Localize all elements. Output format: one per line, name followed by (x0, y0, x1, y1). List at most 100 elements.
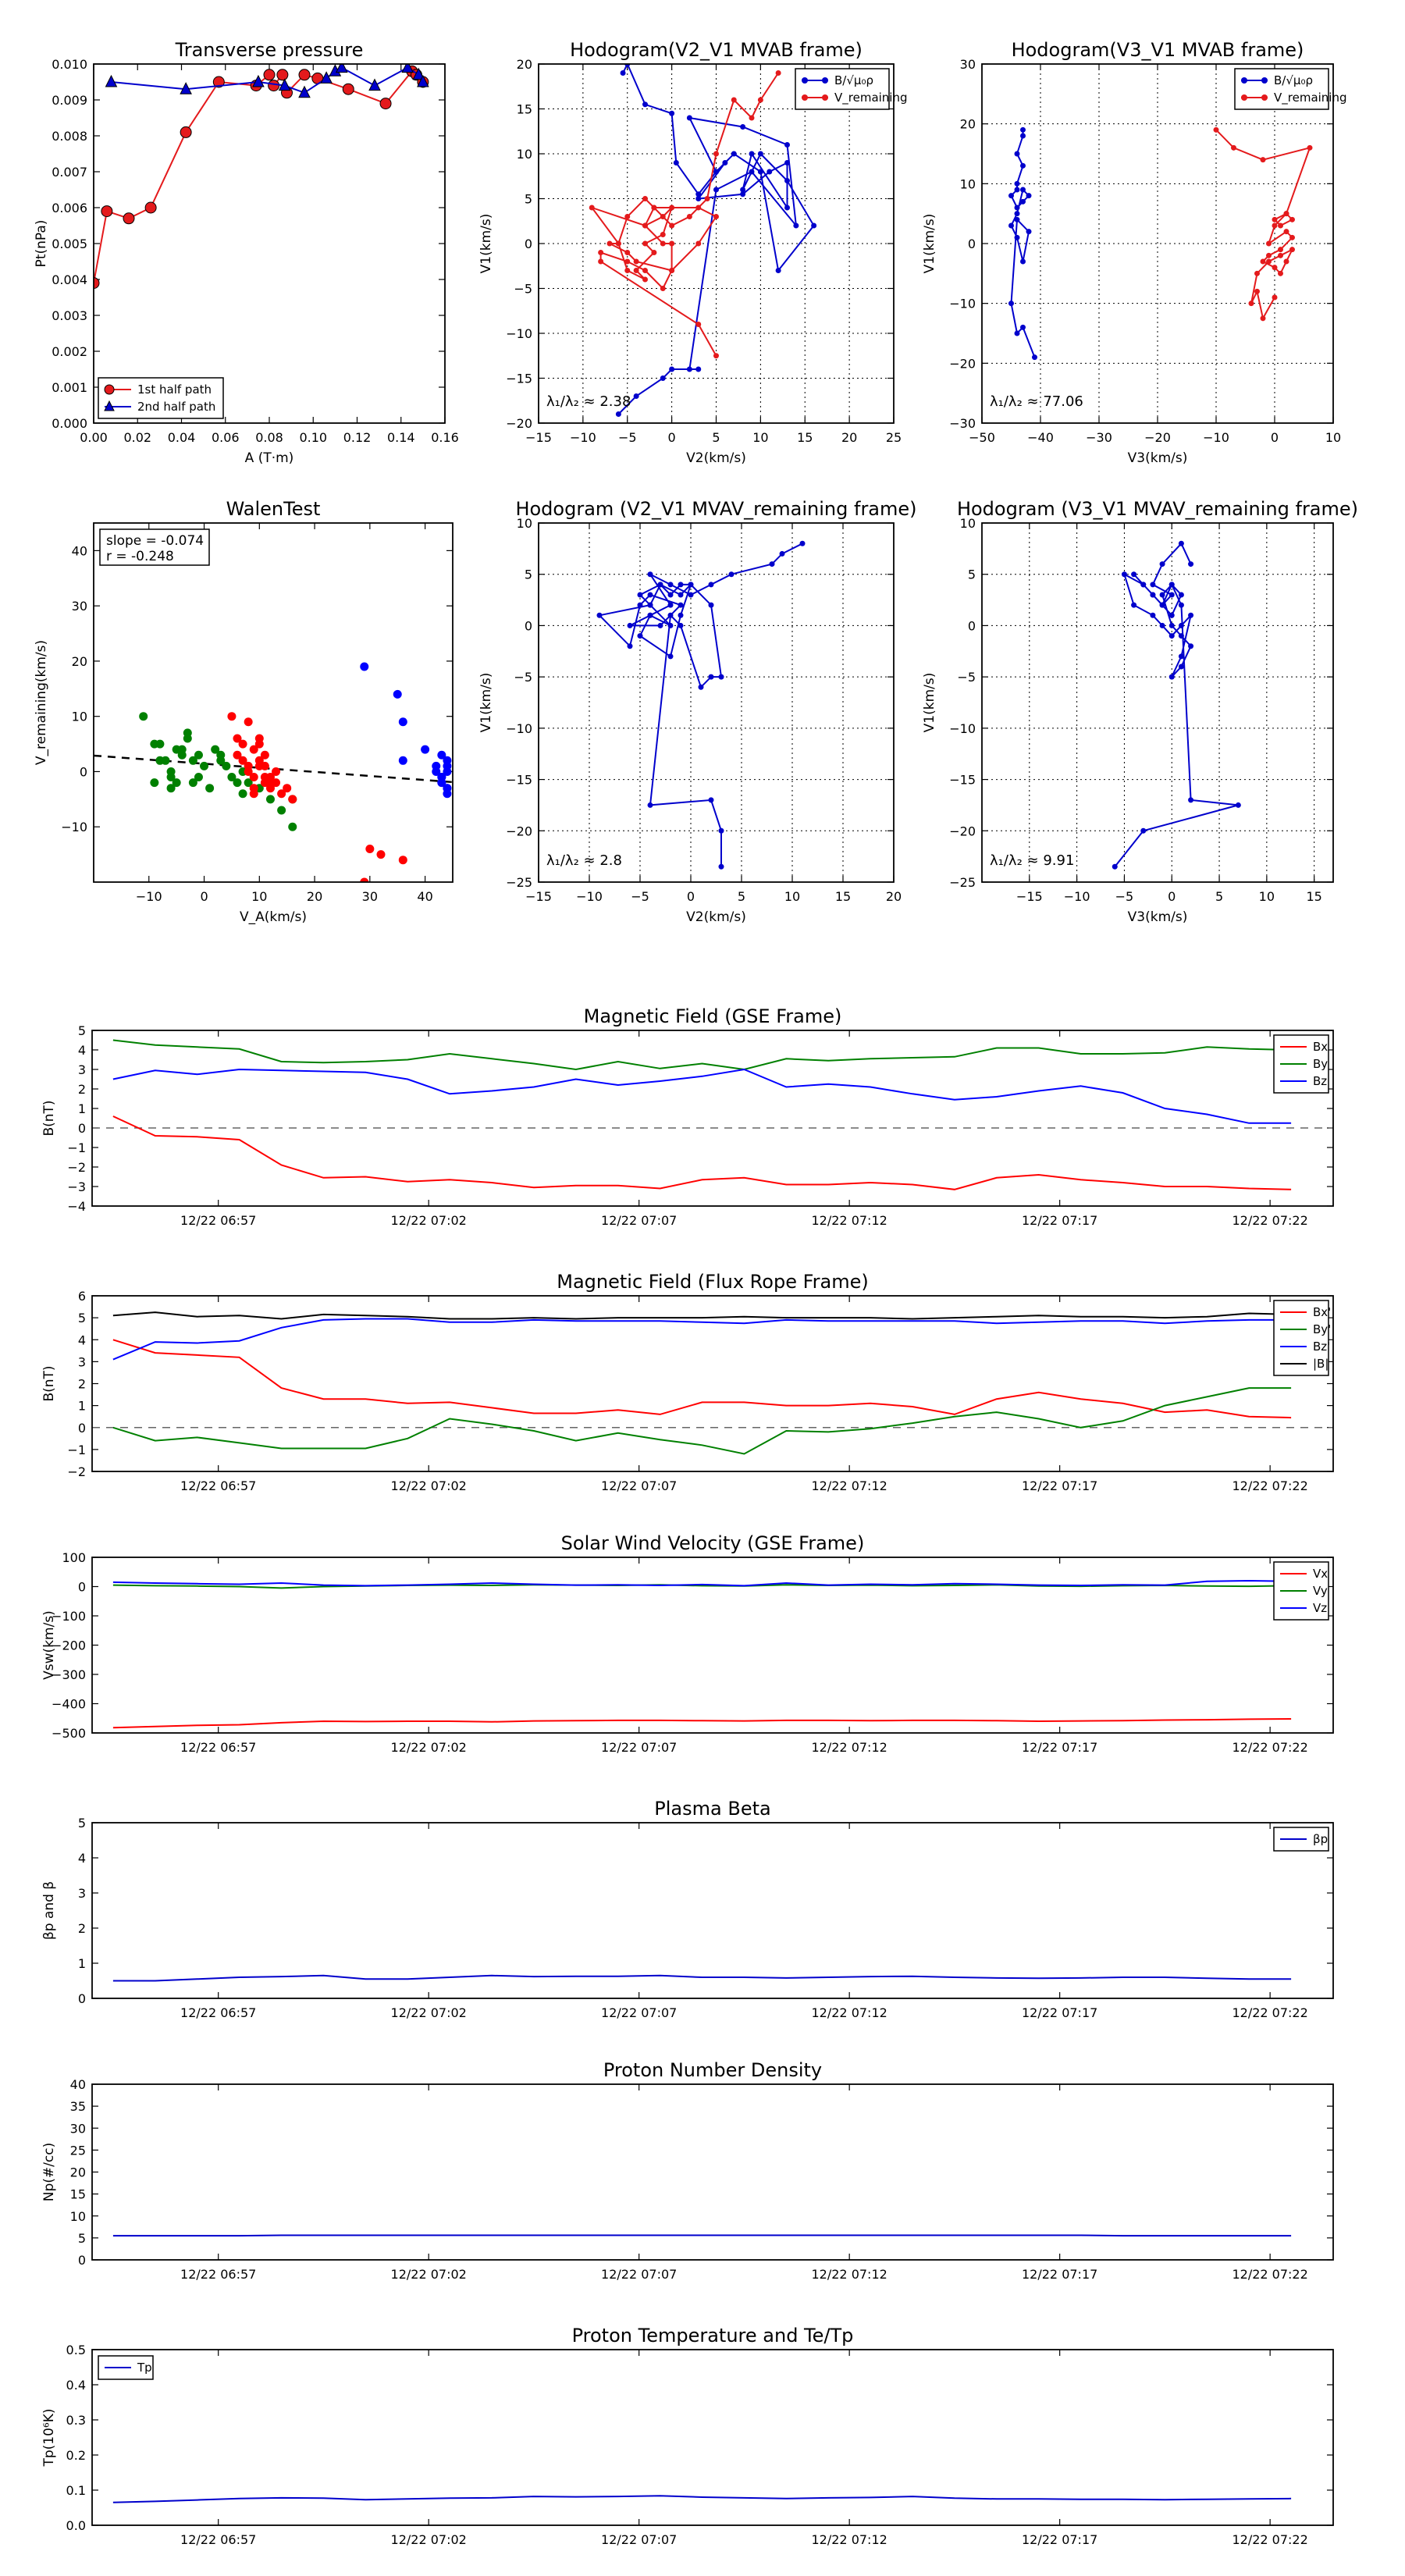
data-point (695, 191, 702, 197)
x-tick-label: 12/22 07:02 (391, 2532, 467, 2547)
data-point (799, 540, 806, 546)
plot-frame (91, 2083, 1334, 2261)
legend-label: 1st half path (137, 382, 212, 397)
y-tick-label: −20 (949, 824, 976, 838)
data-point (1248, 301, 1254, 307)
data-point (180, 126, 192, 138)
x-tick-label: 12/22 07:22 (1232, 2267, 1307, 2282)
y-tick-label: 30 (70, 2121, 86, 2136)
data-point (669, 205, 675, 211)
data-point (238, 739, 247, 749)
annotation-box (99, 528, 210, 566)
data-point (1178, 602, 1184, 608)
x-tick-label: 15 (1306, 889, 1321, 904)
x-tick-label: −15 (1016, 889, 1043, 904)
x-tick-label: 12/22 07:07 (601, 1213, 677, 1228)
legend-label: By (1313, 1057, 1328, 1071)
data-point (1289, 216, 1295, 222)
data-point (155, 739, 165, 749)
y-tick-label: −10 (949, 297, 976, 311)
y-tick-label: 0 (525, 618, 532, 633)
data-point (749, 169, 755, 175)
y-axis-label: V1(km/s) (478, 673, 494, 733)
data-point (272, 767, 281, 776)
data-point (624, 268, 631, 273)
chart-title: Hodogram (V3_V1 MVAV_remaining frame) (957, 498, 1358, 520)
y-tick-label: −200 (52, 1638, 86, 1653)
x-tick-label: −10 (576, 889, 603, 904)
data-point (688, 592, 694, 598)
data-point (265, 778, 275, 788)
x-axis-label: A (T·m) (245, 450, 294, 466)
data-point (757, 151, 763, 157)
data-point (1188, 612, 1194, 618)
data-point (620, 70, 626, 76)
x-axis-label: V3(km/s) (1128, 450, 1188, 466)
x-tick-label: 12/22 07:02 (391, 2005, 467, 2020)
x-tick-label: −10 (136, 889, 162, 904)
data-point (1283, 229, 1289, 235)
x-tick-label: 0.14 (387, 430, 415, 445)
legend-label: βp (1313, 1832, 1328, 1846)
y-tick-label: −15 (506, 773, 532, 788)
data-point (740, 124, 746, 130)
y-tick-label: −500 (52, 1726, 86, 1741)
data-point (238, 789, 247, 799)
y-tick-label: 3 (78, 1062, 86, 1077)
series-bz--line (112, 1318, 1292, 1361)
data-point (660, 232, 666, 237)
plot-frame (93, 63, 446, 424)
y-tick-label: 0.0 (66, 2518, 86, 2533)
x-tick-label: 12/22 07:22 (1232, 1478, 1307, 1493)
data-point (249, 784, 258, 793)
y-tick-label: −300 (52, 1667, 86, 1682)
data-point (624, 214, 631, 219)
data-point (627, 622, 633, 628)
data-point (647, 602, 653, 608)
y-tick-label: 20 (960, 117, 976, 132)
data-point (784, 160, 790, 165)
y-tick-label: −5 (957, 670, 976, 685)
fit-line (94, 754, 453, 784)
x-tick-label: 5 (738, 889, 745, 904)
data-point (1289, 247, 1295, 253)
data-point (288, 822, 297, 831)
legend: B/√μ₀ρ V_remaining (1234, 68, 1347, 110)
y-tick-label: 0.1 (66, 2483, 86, 2498)
y-tick-label: 0.001 (52, 380, 87, 395)
data-point (713, 214, 719, 219)
x-tick-label: 12/22 07:07 (601, 1740, 677, 1755)
data-point (398, 717, 407, 727)
legend-marker (1241, 77, 1247, 84)
series-vz-line (112, 1579, 1292, 1587)
data-point (1140, 582, 1147, 588)
data-point (360, 662, 369, 671)
series-1st-half-path-line (94, 69, 424, 283)
data-point (784, 178, 790, 183)
y-tick-label: 0.007 (52, 165, 87, 180)
y-tick-label: −20 (506, 416, 532, 431)
x-tick-label: 10 (1325, 430, 1341, 445)
legend-label: V_remaining (1274, 91, 1347, 105)
y-tick-label: 5 (78, 1023, 86, 1038)
y-tick-label: 6 (78, 1289, 86, 1304)
y-tick-label: −2 (67, 1464, 86, 1479)
x-tick-label: 12/22 07:12 (812, 2532, 887, 2547)
y-tick-label: −10 (506, 721, 532, 736)
data-point (642, 276, 648, 283)
data-point (637, 633, 643, 639)
data-point (1213, 126, 1219, 133)
y-tick-label: 4 (78, 1043, 86, 1058)
y-tick-label: 0.010 (52, 57, 87, 72)
data-point (633, 268, 639, 273)
data-point (731, 151, 737, 157)
legend: βp (1273, 1827, 1329, 1852)
data-point (1020, 126, 1026, 133)
legend-label: Vz (1313, 1601, 1327, 1615)
chart-title: Solar Wind Velocity (GSE Frame) (561, 1532, 865, 1554)
data-point (1020, 187, 1026, 193)
chart-title: Hodogram(V2_V1 MVAB frame) (570, 39, 863, 61)
legend-label: Bz' (1313, 1340, 1330, 1354)
x-tick-label: 0.10 (299, 430, 327, 445)
